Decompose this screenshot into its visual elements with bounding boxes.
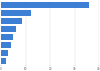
Bar [1, 34, 13, 40]
Bar [1, 10, 31, 16]
Bar [1, 58, 6, 64]
Bar [1, 18, 22, 24]
Bar [1, 42, 11, 48]
Bar [1, 50, 8, 56]
Bar [1, 26, 16, 32]
Bar [1, 2, 89, 8]
